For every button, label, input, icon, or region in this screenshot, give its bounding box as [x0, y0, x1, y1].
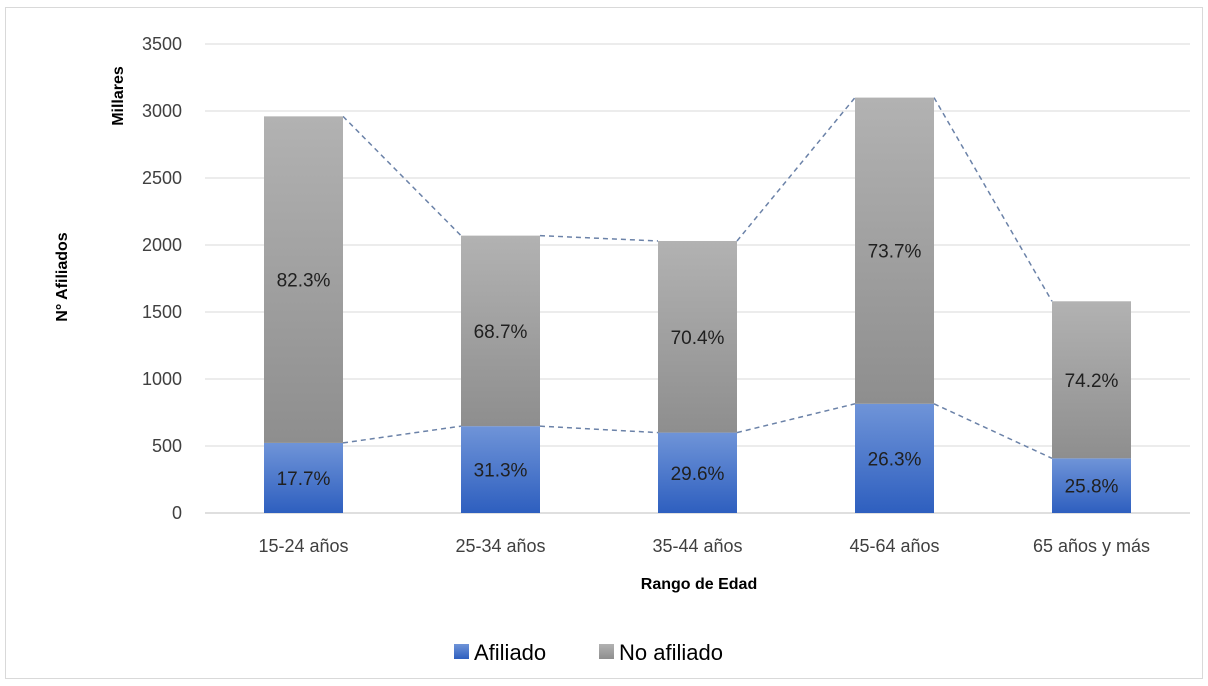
data-label: 25.8%: [1065, 477, 1119, 498]
legend-label-afiliado: Afiliado: [474, 640, 546, 665]
x-tick-label: 45-64 años: [849, 536, 939, 556]
bar-no-afiliado: [658, 240, 737, 433]
series-line-segment: [342, 425, 462, 444]
y-tick-label: 1000: [142, 369, 182, 389]
bar-no-afiliado: [855, 97, 934, 404]
data-label: 17.7%: [277, 469, 331, 490]
y-tick-label: 3000: [142, 101, 182, 121]
y-tick-label: 500: [152, 436, 182, 456]
data-label: 26.3%: [868, 449, 922, 470]
data-label: 74.2%: [1065, 371, 1119, 392]
bar-afiliado: [1052, 458, 1131, 513]
y-tick-label: 2500: [142, 168, 182, 188]
bar-afiliado: [658, 432, 737, 513]
bar-afiliado: [855, 403, 934, 513]
y-tick-label: 2000: [142, 235, 182, 255]
x-tick-label: 35-44 años: [652, 536, 742, 556]
legend: Afiliado No afiliado: [454, 640, 723, 665]
bar-no-afiliado: [1052, 301, 1131, 459]
bar-no-afiliado: [461, 235, 540, 427]
series-line-segment: [736, 403, 856, 434]
x-tick-label: 15-24 años: [258, 536, 348, 556]
bar-afiliado: [264, 442, 343, 513]
series-lines: [342, 97, 1053, 460]
y-axis-title: N° Afiliados: [54, 232, 71, 321]
legend-swatch-afiliado: [454, 644, 469, 659]
series-line-segment: [539, 234, 659, 242]
legend-swatch-no-afiliado: [599, 644, 614, 659]
data-label: 70.4%: [671, 328, 725, 349]
series-line-segment: [342, 115, 462, 237]
x-tick-label: 25-34 años: [455, 536, 545, 556]
data-label: 31.3%: [474, 461, 528, 482]
data-label: 68.7%: [474, 322, 528, 343]
tick-labels: 0 500 1000 1500 2000 2500 3000 3500 15-24 años 25…: [142, 34, 1150, 556]
series-line-segment: [933, 403, 1053, 460]
chart-frame: [5, 7, 1203, 679]
data-label: 73.7%: [868, 242, 922, 263]
bar-no-afiliado: [264, 116, 343, 443]
y-tick-label: 0: [172, 503, 182, 523]
legend-label-no-afiliado: No afiliado: [619, 640, 723, 665]
y-tick-label: 3500: [142, 34, 182, 54]
y-units-label: Millares: [110, 66, 127, 126]
x-axis-title: Rango de Edad: [641, 576, 757, 593]
series-line-segment: [933, 97, 1053, 302]
x-tick-label: 65 años y más: [1033, 536, 1150, 556]
data-label: 29.6%: [671, 464, 725, 485]
bars: [264, 97, 1131, 513]
data-label: 82.3%: [277, 271, 331, 292]
bar-afiliado: [461, 426, 540, 513]
series-line-segment: [539, 425, 659, 434]
series-line-segment: [736, 97, 856, 242]
y-tick-label: 1500: [142, 302, 182, 322]
data-labels: 17.7% 31.3% 29.6% 26.3% 25.8% 82.3% 68.7% 70.4%…: [277, 242, 1119, 498]
